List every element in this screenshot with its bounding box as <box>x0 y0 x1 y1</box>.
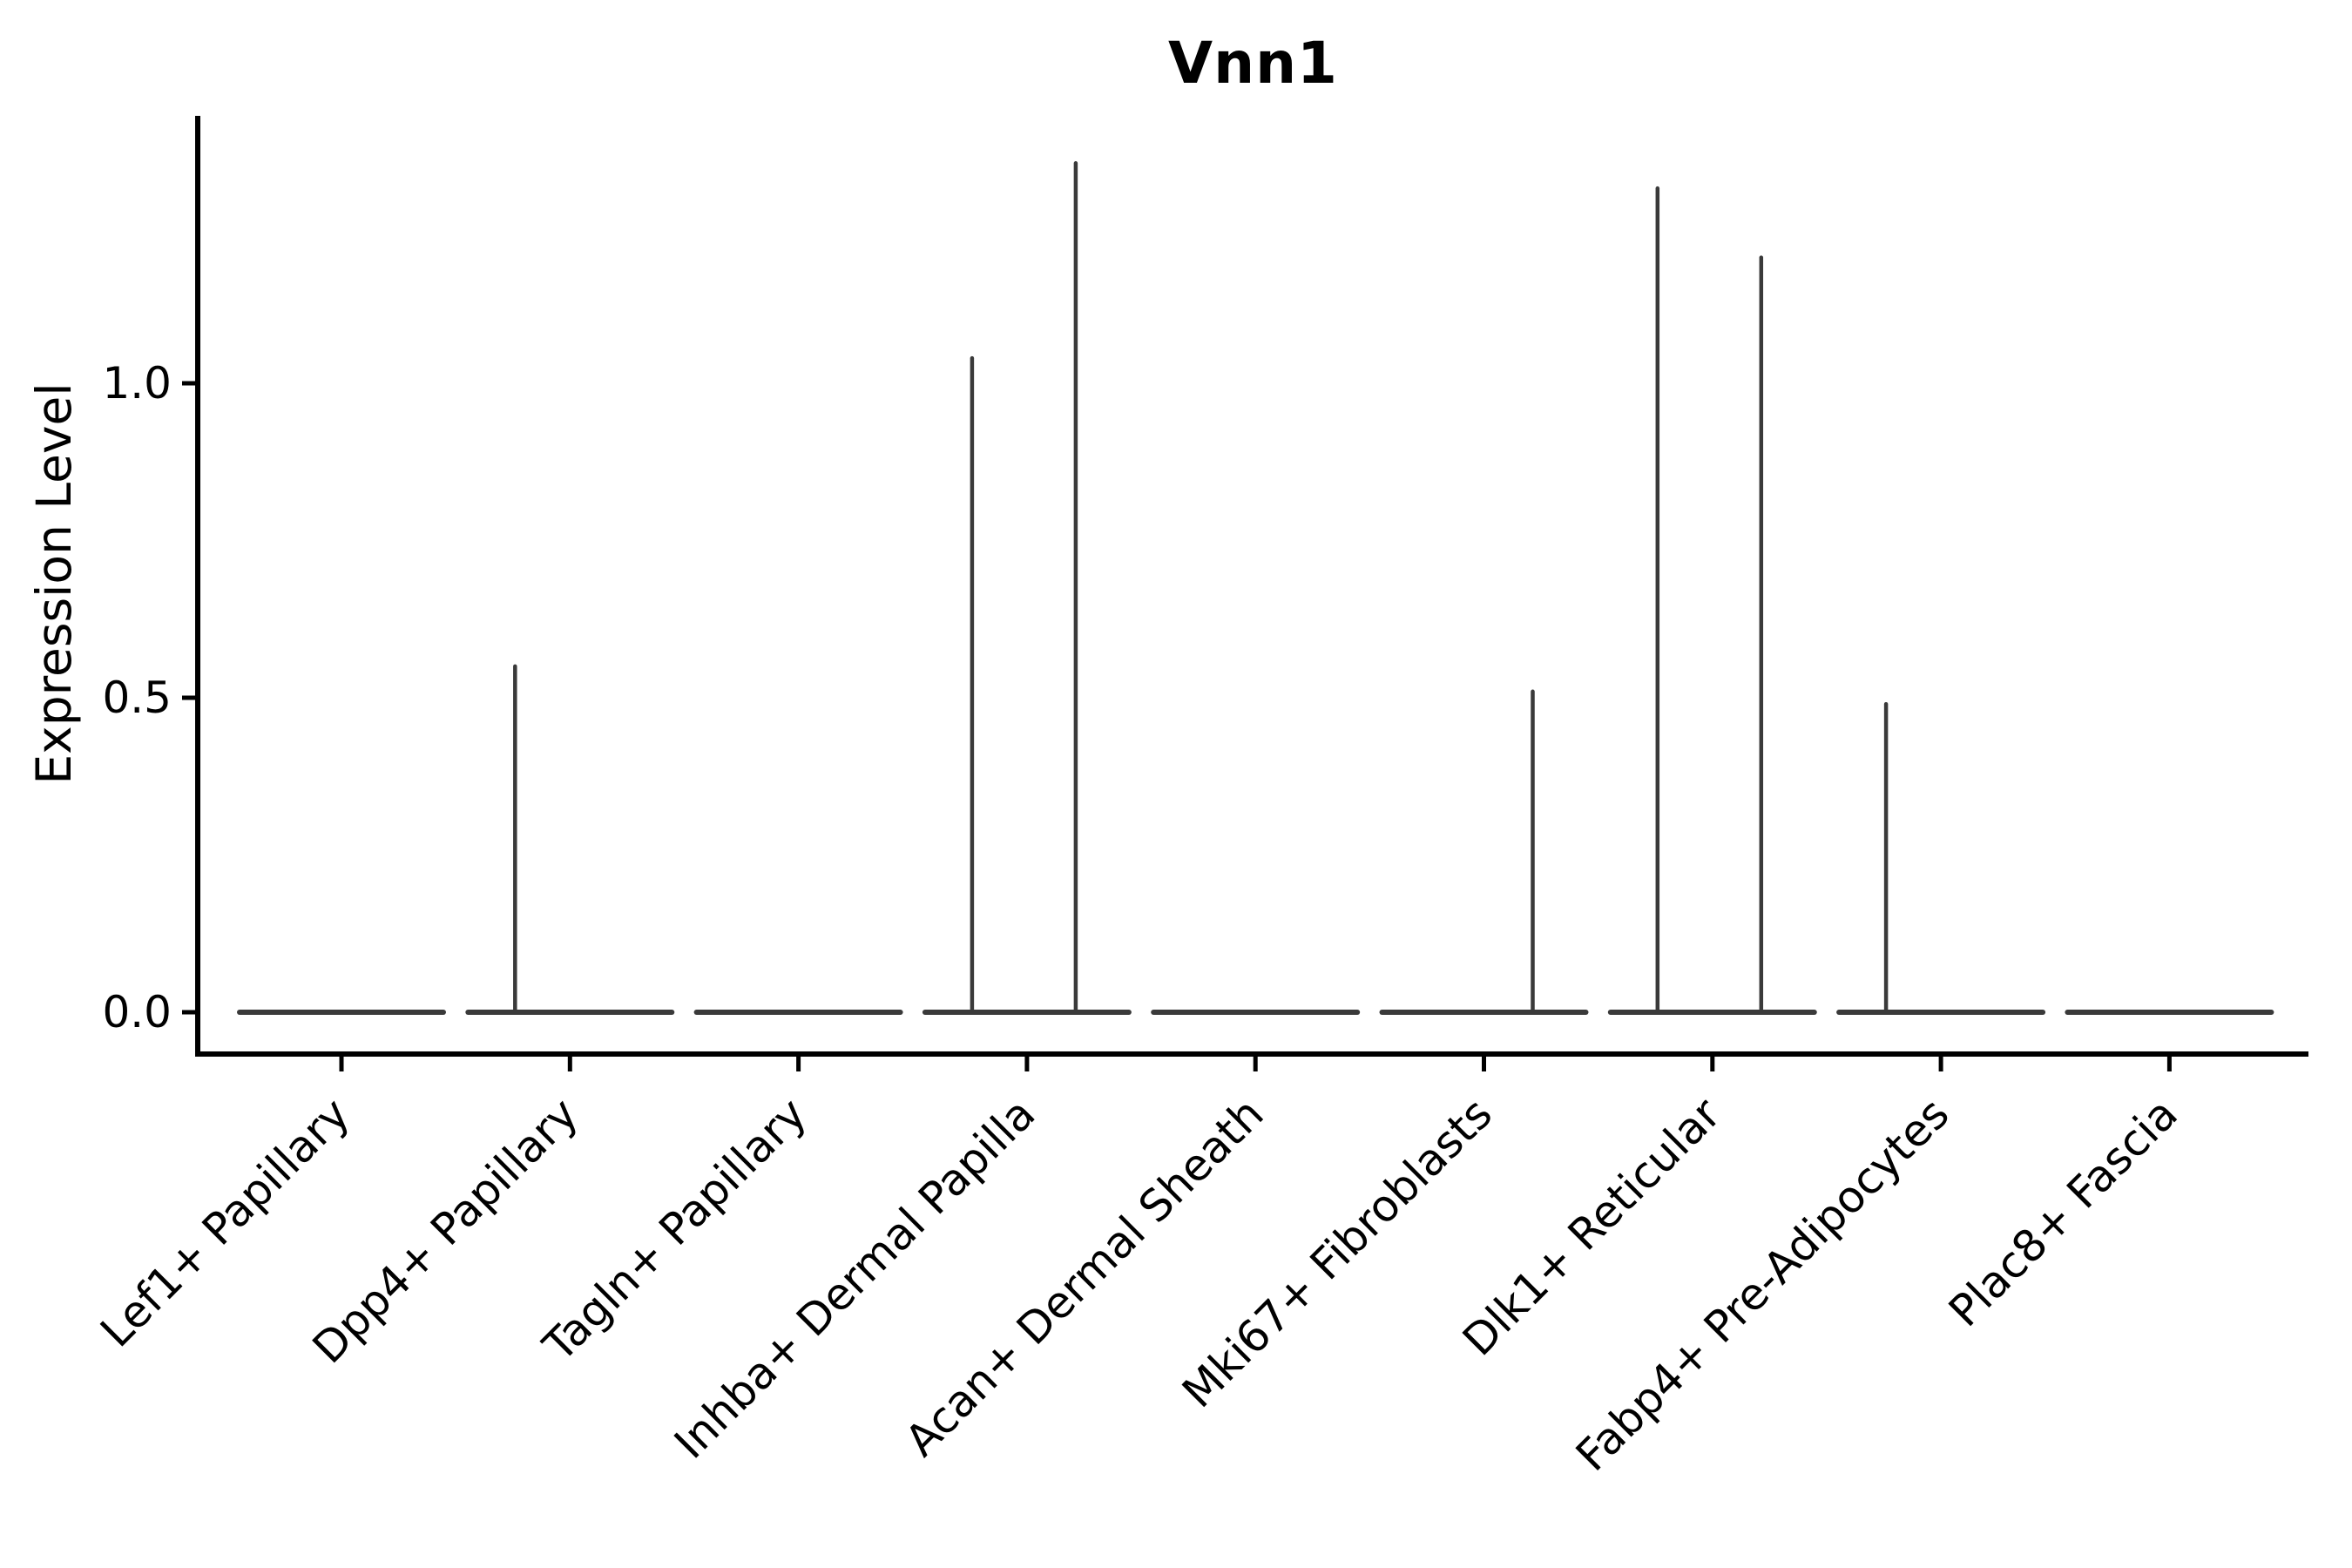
x-category-label: Plac8+ Fascia <box>1939 1088 2187 1336</box>
y-tick-label: 0.5 <box>102 672 172 723</box>
x-category-label: Lef1+ Papillary <box>91 1088 359 1356</box>
chart-title: Vnn1 <box>1168 30 1338 97</box>
axis-spines <box>195 116 2308 1057</box>
x-category-label: Inhba+ Dermal Papilla <box>665 1088 1044 1468</box>
y-tick-label: 0.0 <box>102 987 172 1037</box>
x-category-label: Fabp4+ Pre-Adipocytes <box>1566 1088 1959 1481</box>
y-tick-label: 1.0 <box>102 358 172 409</box>
